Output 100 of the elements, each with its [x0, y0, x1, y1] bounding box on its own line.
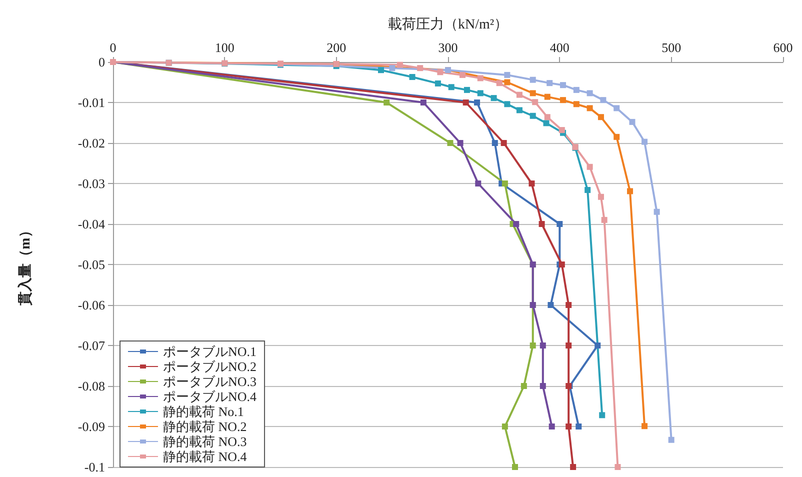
legend-label: 静的載荷 NO.3 — [163, 434, 247, 449]
legend-label: 静的載荷 NO.4 — [163, 449, 248, 464]
point — [516, 92, 522, 98]
point — [544, 114, 550, 120]
x-axis-title: 載荷圧力（kN/m²） — [388, 16, 508, 32]
point — [566, 302, 572, 308]
point — [530, 342, 536, 348]
point — [457, 140, 464, 146]
y-tick-label: -0.02 — [78, 136, 105, 150]
point — [496, 80, 502, 86]
legend-label: 静的載荷 NO.2 — [163, 419, 247, 434]
x-tick-label: 200 — [326, 40, 346, 55]
point — [540, 383, 546, 389]
x-tick-label: 500 — [662, 40, 682, 55]
point — [584, 186, 591, 193]
point — [504, 79, 510, 86]
point — [434, 80, 441, 86]
y-tick-label: -0.1 — [84, 460, 105, 474]
point — [586, 90, 593, 96]
y-tick-label: -0.03 — [78, 176, 105, 191]
point — [462, 100, 469, 106]
point — [540, 342, 546, 348]
y-tick-label: -0.07 — [78, 338, 106, 353]
x-tick-label: 100 — [214, 40, 234, 55]
point — [556, 221, 563, 227]
point — [528, 180, 535, 186]
legend-label: ポータブルNO.2 — [163, 359, 257, 374]
x-tick-label: 600 — [773, 40, 793, 55]
point — [477, 75, 484, 82]
point — [586, 105, 593, 112]
point — [668, 436, 674, 443]
point — [544, 94, 550, 100]
point — [570, 464, 576, 470]
point — [502, 180, 508, 186]
point — [566, 424, 572, 430]
point — [492, 140, 498, 146]
point — [460, 72, 466, 78]
point — [520, 383, 527, 389]
point — [654, 208, 660, 215]
point — [560, 97, 566, 104]
legend-label: 静的載荷 No.1 — [163, 404, 244, 419]
point — [558, 127, 565, 134]
point — [548, 302, 554, 308]
point — [598, 194, 604, 200]
point — [600, 97, 606, 104]
point — [594, 342, 601, 348]
point — [576, 424, 582, 430]
point — [543, 120, 550, 126]
point — [627, 188, 634, 194]
legend-label: ポータブルNO.4 — [163, 389, 258, 404]
point — [532, 99, 538, 106]
point — [464, 86, 470, 93]
point — [530, 90, 536, 96]
y-axis-title: 貫入量（m） — [18, 224, 34, 306]
point — [530, 112, 536, 119]
point — [598, 114, 604, 120]
point — [448, 84, 454, 90]
point — [538, 221, 545, 227]
y-tick-label: -0.09 — [78, 419, 105, 434]
point — [447, 140, 454, 146]
point — [629, 118, 636, 125]
x-tick-label: 0 — [110, 40, 116, 55]
y-tick-label: -0.05 — [78, 257, 105, 272]
point — [566, 342, 572, 348]
point — [420, 100, 426, 106]
point — [642, 423, 648, 430]
point — [530, 76, 536, 83]
point — [437, 69, 444, 76]
point — [614, 464, 621, 470]
point — [546, 80, 553, 86]
legend-label: ポータブルNO.1 — [163, 344, 257, 359]
point — [614, 134, 620, 140]
y-tick-label: -0.06 — [78, 298, 106, 312]
point — [502, 424, 508, 430]
point — [548, 424, 555, 430]
point — [513, 221, 520, 227]
point — [512, 464, 518, 470]
point — [490, 95, 497, 102]
point — [378, 67, 384, 74]
y-tick-label: -0.08 — [78, 378, 105, 394]
point — [601, 216, 608, 223]
point — [409, 74, 416, 80]
point — [516, 107, 522, 114]
legend-label: ポータブルNO.3 — [163, 374, 257, 389]
point — [384, 100, 390, 106]
point — [475, 180, 482, 186]
point — [560, 82, 566, 88]
point — [573, 101, 580, 108]
x-tick-label: 300 — [438, 40, 458, 55]
point — [614, 105, 620, 112]
y-tick-label: -0.04 — [78, 216, 106, 232]
point — [474, 100, 480, 106]
point — [504, 101, 510, 108]
point — [642, 138, 648, 145]
point — [477, 90, 484, 96]
y-tick-label: -0.01 — [78, 95, 105, 110]
point — [599, 412, 606, 418]
point — [500, 140, 507, 146]
point — [586, 164, 593, 170]
point — [573, 86, 580, 93]
